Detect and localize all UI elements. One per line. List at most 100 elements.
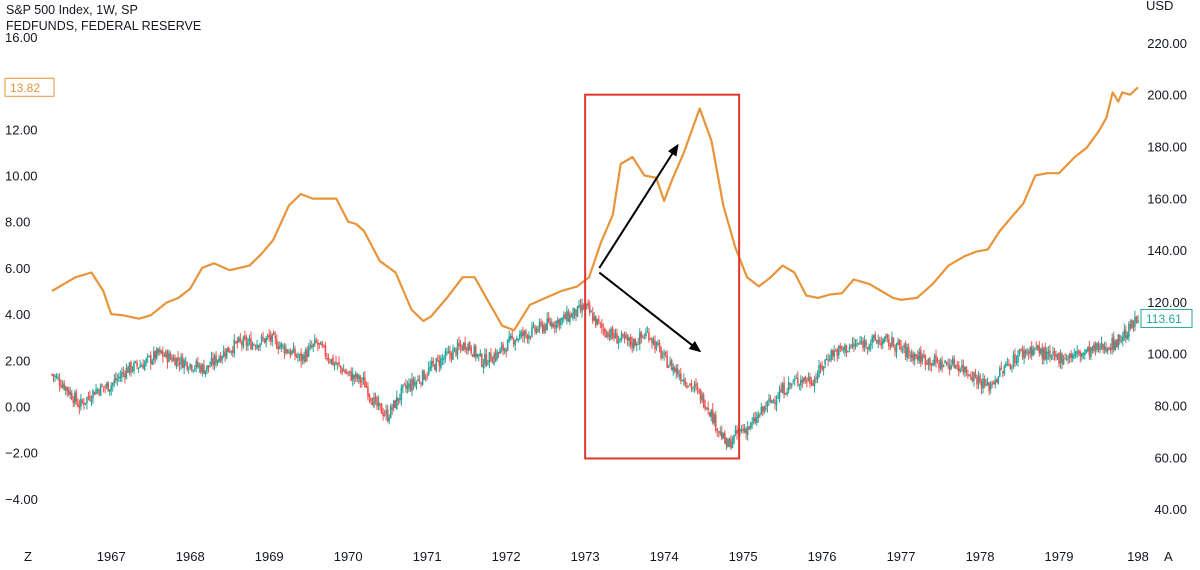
candle-body	[663, 353, 665, 355]
candle-body	[1011, 367, 1013, 369]
candle-body	[389, 405, 392, 419]
candle-body	[327, 357, 330, 361]
candle-body	[125, 367, 128, 379]
candle-body	[866, 347, 869, 349]
right-axis[interactable]: 220.00 200.00 180.00 160.00 140.00 120.00 100.…	[1147, 36, 1187, 517]
candle-body	[397, 397, 400, 402]
candle-body	[856, 343, 858, 345]
candle-body	[942, 364, 945, 368]
candle-body	[964, 366, 966, 373]
candle-body	[646, 331, 649, 333]
candle-body	[81, 400, 84, 403]
time-tick-label: 1976	[808, 549, 837, 564]
candle-body	[614, 332, 617, 339]
candle-body	[901, 349, 904, 351]
timezone-button[interactable]: Z	[24, 549, 32, 564]
candle-body	[798, 383, 801, 386]
candle-body	[234, 341, 237, 343]
candle-body	[839, 345, 842, 348]
candle-body	[415, 381, 418, 385]
candle-body	[869, 343, 872, 346]
candle-body	[982, 378, 984, 389]
autoscale-button[interactable]: A	[1164, 549, 1173, 564]
right-tick-label: 40.00	[1154, 502, 1187, 517]
candle-body	[78, 405, 81, 409]
candle-body	[467, 343, 469, 351]
candle-body	[755, 417, 758, 423]
z-timezone-icon[interactable]: Z	[24, 549, 32, 564]
candle-body	[1018, 349, 1021, 354]
candle-body	[1043, 348, 1045, 360]
candle-body	[546, 318, 548, 330]
candle-body	[356, 374, 359, 380]
candle-body	[994, 380, 997, 384]
candle-body	[458, 342, 460, 347]
candle-body	[491, 362, 494, 364]
candle-body	[717, 431, 720, 433]
candle-body	[567, 312, 570, 322]
candle-body	[400, 387, 403, 401]
candle-body	[63, 382, 65, 390]
candle-body	[499, 349, 501, 354]
candle-body	[1027, 351, 1030, 354]
candle-body	[127, 367, 129, 373]
candle-body	[113, 379, 116, 383]
candle-body	[111, 382, 114, 386]
candle-body	[67, 389, 70, 395]
candle-body	[766, 400, 769, 407]
candle-body	[1052, 352, 1054, 354]
candle-body	[573, 308, 576, 315]
candle-body	[819, 365, 822, 368]
candle-body	[193, 367, 196, 369]
candle-body	[590, 311, 593, 313]
candle-body	[605, 333, 608, 338]
candle-body	[146, 355, 149, 358]
sp500-candles	[51, 298, 1139, 450]
right-tick-label: 140.00	[1147, 243, 1187, 258]
candle-body	[622, 335, 624, 337]
candle-body	[77, 402, 79, 407]
candle-body	[834, 350, 837, 352]
candle-body	[162, 351, 164, 357]
candle-body	[118, 376, 120, 378]
candle-body	[576, 305, 579, 317]
candle-body	[535, 328, 538, 333]
candle-body	[256, 344, 258, 349]
candle-body	[1125, 330, 1127, 338]
candle-body	[762, 406, 764, 412]
candle-body	[652, 339, 655, 345]
time-axis[interactable]: 1967 1968 1969 1970 1971 1972 1973 1974 1975 1976…	[97, 549, 1149, 564]
candle-body	[657, 343, 659, 345]
candle-body	[1065, 358, 1068, 361]
candle-body	[973, 372, 975, 381]
candle-body	[547, 317, 550, 322]
highlight-box[interactable]	[584, 93, 741, 460]
candle-body	[1100, 342, 1103, 348]
candle-body	[503, 348, 506, 352]
candle-body	[108, 389, 111, 392]
candle-body	[769, 397, 772, 402]
candle-body	[760, 406, 763, 415]
candle-body	[116, 378, 119, 381]
candle-body	[1058, 353, 1060, 364]
trend-arrow[interactable]	[598, 143, 679, 269]
fedfunds-line	[51, 86, 1139, 332]
candle-body	[556, 320, 559, 323]
left-axis[interactable]: 16.00 12.00 10.00 8.00 6.00 4.00 2.00 0.00 −2.00…	[5, 30, 38, 507]
candle-body	[332, 357, 334, 365]
candle-body	[265, 337, 267, 343]
left-tick-label: 16.00	[5, 30, 38, 45]
candle-body	[374, 397, 377, 399]
candle-body	[1041, 347, 1044, 359]
a-autoscale-icon[interactable]: A	[1164, 549, 1173, 564]
candle-body	[1006, 363, 1009, 365]
candle-body	[371, 402, 374, 406]
candle-body	[566, 310, 568, 321]
candle-body	[84, 402, 87, 404]
trend-arrow[interactable]	[598, 271, 702, 353]
candle-body	[588, 304, 591, 313]
candle-body	[83, 402, 85, 405]
annotations[interactable]	[584, 93, 741, 460]
candle-body	[837, 346, 840, 356]
